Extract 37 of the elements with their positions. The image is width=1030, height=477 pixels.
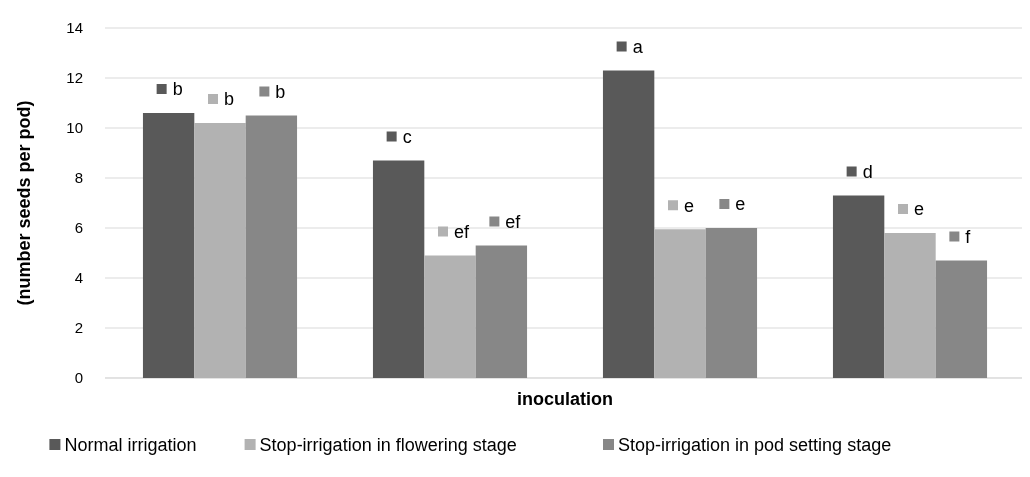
data-label: b bbox=[224, 89, 235, 110]
y-tick-label: 10 bbox=[66, 119, 83, 137]
data-label: e bbox=[735, 194, 746, 215]
data-label: f bbox=[965, 226, 972, 247]
data-label: e bbox=[914, 199, 925, 220]
bar bbox=[424, 255, 476, 378]
bar bbox=[832, 195, 885, 378]
data-label: ef bbox=[505, 211, 522, 232]
legend-label: Stop-irrigation in flowering stage bbox=[259, 435, 517, 456]
data-label: c bbox=[402, 126, 412, 147]
bar bbox=[884, 233, 936, 378]
y-axis-title: (number seeds per pod) bbox=[14, 100, 34, 306]
bar bbox=[705, 228, 758, 378]
y-tick-label: 0 bbox=[74, 369, 83, 387]
bar bbox=[372, 160, 425, 378]
y-tick-label: 14 bbox=[66, 19, 83, 37]
legend-label: Stop-irrigation in pod setting stage bbox=[618, 435, 892, 456]
bar bbox=[194, 123, 246, 378]
data-label: a bbox=[632, 36, 644, 57]
data-label: ef bbox=[454, 221, 471, 242]
y-tick-label: 4 bbox=[74, 269, 83, 287]
data-label: b bbox=[275, 81, 286, 102]
data-label: b bbox=[172, 79, 183, 100]
bar bbox=[935, 260, 988, 378]
y-tick-label: 2 bbox=[74, 319, 83, 337]
legend-label: Normal irrigation bbox=[64, 435, 197, 456]
data-label: d bbox=[862, 161, 873, 182]
bar bbox=[245, 115, 298, 378]
y-tick-label: 12 bbox=[66, 69, 83, 87]
bar bbox=[602, 70, 655, 378]
data-label: e bbox=[684, 195, 695, 216]
bar bbox=[475, 245, 528, 378]
y-tick-label: 6 bbox=[74, 219, 83, 237]
x-axis-title: inoculation bbox=[517, 389, 613, 409]
bar bbox=[142, 113, 195, 378]
y-tick-label: 8 bbox=[74, 169, 83, 187]
bar bbox=[654, 229, 706, 378]
